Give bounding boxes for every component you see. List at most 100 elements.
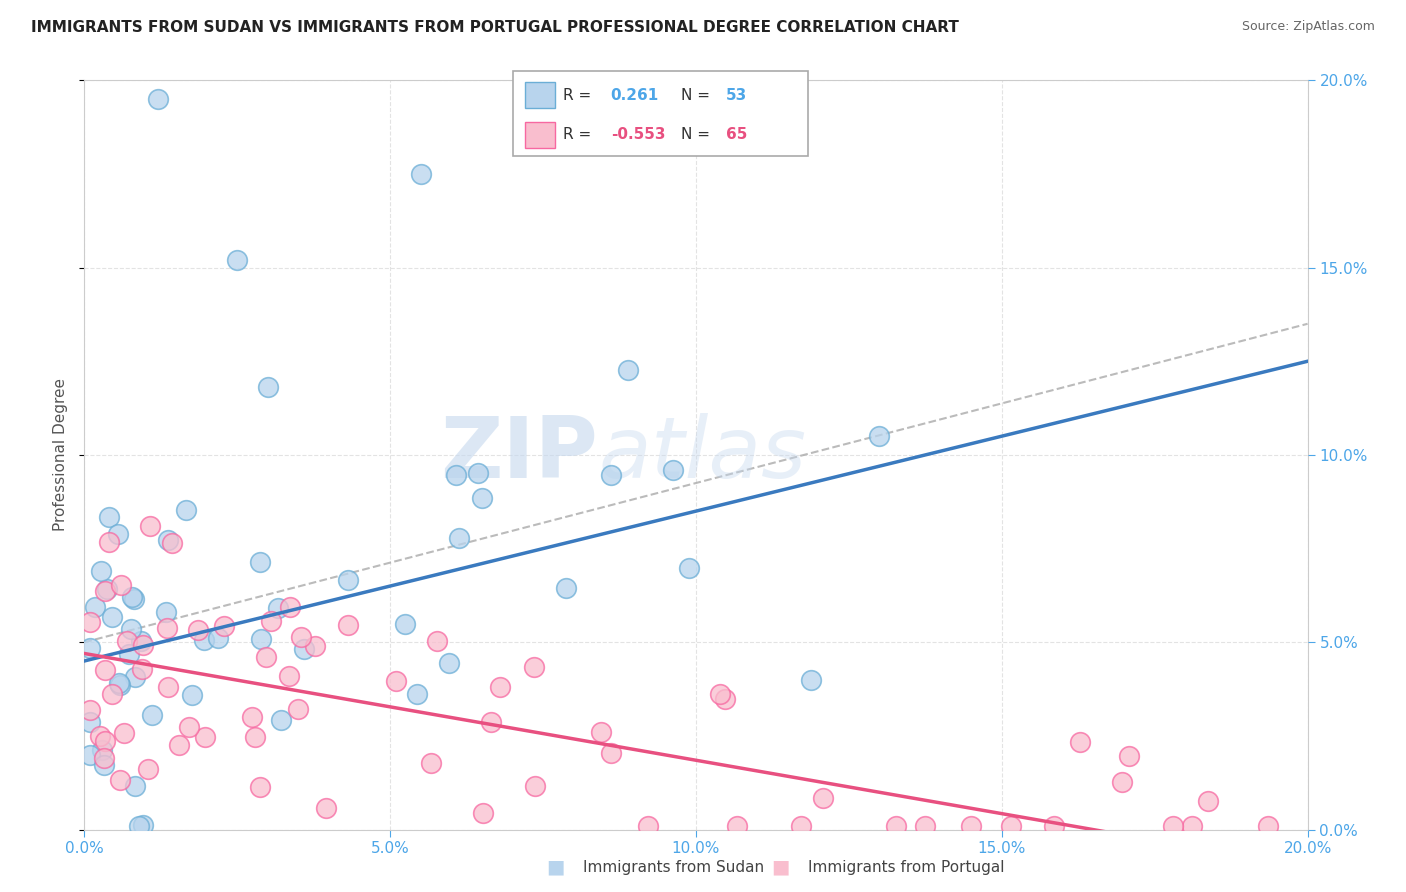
Point: [662, 463, 685, 477]
Point: [472, 805, 495, 820]
Point: [471, 491, 494, 505]
Point: [1000, 819, 1022, 833]
Point: [678, 561, 700, 575]
Point: [337, 618, 360, 632]
Point: [419, 756, 441, 771]
Point: [479, 715, 502, 730]
Point: [121, 591, 143, 605]
Point: [270, 713, 292, 727]
Point: [1069, 735, 1091, 749]
Point: [174, 502, 197, 516]
Point: [79, 715, 101, 730]
Point: [89, 729, 111, 743]
Point: [156, 621, 179, 635]
Text: atlas: atlas: [598, 413, 806, 497]
Point: [180, 689, 202, 703]
Point: [93, 758, 115, 772]
Point: [93, 751, 115, 765]
Point: [1161, 819, 1184, 833]
Point: [290, 631, 312, 645]
Text: 0.261: 0.261: [610, 87, 659, 103]
Point: [709, 687, 731, 701]
Text: N =: N =: [682, 87, 710, 103]
Point: [226, 253, 249, 268]
Point: [725, 819, 748, 833]
Point: [278, 600, 301, 615]
Point: [617, 363, 640, 377]
Point: [384, 673, 406, 688]
Point: [212, 619, 235, 633]
Point: [523, 660, 546, 674]
Point: [257, 380, 280, 394]
Point: [108, 678, 131, 692]
Point: [637, 819, 659, 833]
Point: [600, 746, 623, 760]
Point: [554, 581, 576, 595]
Point: [249, 780, 271, 794]
Point: [249, 632, 271, 646]
Point: [141, 708, 163, 723]
Point: [187, 623, 209, 637]
Point: [1257, 819, 1279, 833]
Y-axis label: Professional Degree: Professional Degree: [53, 378, 69, 532]
Point: [132, 818, 155, 832]
Point: [94, 734, 117, 748]
Point: [120, 622, 142, 636]
Point: [139, 518, 162, 533]
Point: [304, 639, 326, 653]
Point: [277, 668, 299, 682]
Point: [467, 466, 489, 480]
Point: [194, 730, 217, 744]
Point: [155, 605, 177, 619]
Point: [93, 583, 115, 598]
Point: [128, 819, 150, 833]
Point: [437, 656, 460, 670]
Point: [79, 747, 101, 762]
Point: [146, 92, 169, 106]
Point: [409, 167, 432, 181]
Point: [1111, 775, 1133, 789]
Point: [114, 725, 136, 739]
Point: [294, 642, 316, 657]
Point: [131, 663, 153, 677]
Point: [110, 578, 132, 592]
Point: [177, 719, 200, 733]
Point: [589, 725, 612, 739]
Point: [117, 647, 139, 661]
Point: [101, 609, 124, 624]
Point: [1197, 794, 1219, 808]
Point: [886, 819, 908, 833]
Point: [107, 676, 129, 690]
FancyBboxPatch shape: [513, 71, 808, 156]
Text: IMMIGRANTS FROM SUDAN VS IMMIGRANTS FROM PORTUGAL PROFESSIONAL DEGREE CORRELATIO: IMMIGRANTS FROM SUDAN VS IMMIGRANTS FROM…: [31, 20, 959, 35]
Point: [240, 710, 263, 724]
Point: [157, 680, 180, 694]
Point: [167, 739, 190, 753]
Point: [124, 670, 146, 684]
Point: [315, 801, 337, 815]
Point: [193, 632, 215, 647]
Point: [394, 617, 416, 632]
Point: [124, 779, 146, 793]
Point: [108, 773, 131, 788]
Point: [91, 742, 114, 756]
Point: [447, 531, 470, 545]
Point: [94, 663, 117, 677]
Point: [160, 536, 183, 550]
Text: 53: 53: [725, 87, 747, 103]
Text: ZIP: ZIP: [440, 413, 598, 497]
Point: [249, 555, 271, 569]
Text: Immigrants from Portugal: Immigrants from Portugal: [808, 860, 1005, 874]
Point: [79, 640, 101, 655]
Point: [122, 591, 145, 606]
Text: N =: N =: [682, 127, 710, 142]
Text: R =: R =: [564, 87, 592, 103]
Point: [426, 634, 449, 648]
Point: [83, 599, 105, 614]
Point: [1118, 748, 1140, 763]
Point: [96, 582, 118, 596]
Point: [79, 615, 101, 630]
FancyBboxPatch shape: [524, 82, 554, 108]
Point: [207, 631, 229, 645]
FancyBboxPatch shape: [524, 122, 554, 147]
